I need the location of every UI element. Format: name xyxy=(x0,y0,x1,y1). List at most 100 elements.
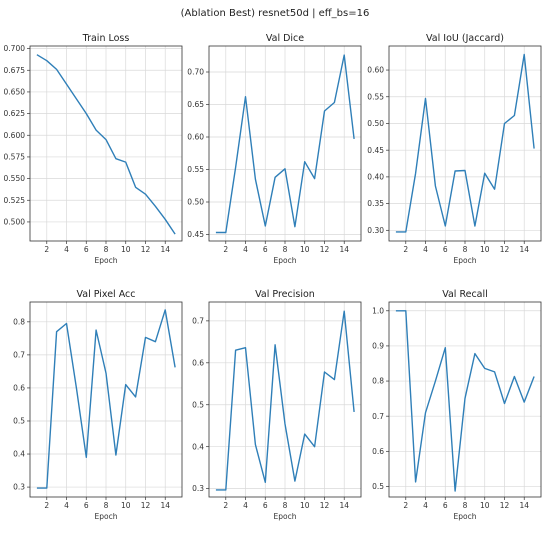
y-tick-label: 0.60 xyxy=(187,133,204,142)
plot-frame xyxy=(29,45,183,242)
y-tick-label: 0.5 xyxy=(372,482,384,491)
y-tick-label: 0.500 xyxy=(4,218,26,227)
chart-title: Val Precision xyxy=(255,289,315,300)
x-tick-label: 2 xyxy=(223,245,228,254)
x-tick-label: 8 xyxy=(463,501,468,510)
y-tick-label: 0.7 xyxy=(13,350,25,359)
chart-title: Val IoU (Jaccard) xyxy=(426,33,504,44)
y-tick-label: 0.575 xyxy=(4,153,26,162)
y-tick-label: 0.600 xyxy=(4,131,26,140)
y-tick-label: 0.700 xyxy=(4,44,26,53)
x-tick-label: 8 xyxy=(463,245,468,254)
x-tick-label: 4 xyxy=(64,245,69,254)
x-tick-label: 2 xyxy=(403,501,408,510)
x-tick-label: 4 xyxy=(423,501,428,510)
series-line xyxy=(395,53,535,233)
y-tick-label: 0.40 xyxy=(367,172,384,181)
x-tick-label: 12 xyxy=(141,501,151,510)
y-tick-label: 0.45 xyxy=(367,146,384,155)
chart-panel-3: Val IoU (Jaccard) 0.30 0.35 0.40 0.45 0.50 0.5… xyxy=(367,33,542,265)
y-tick-label: 0.7 xyxy=(192,316,204,325)
x-tick-label: 8 xyxy=(283,245,288,254)
y-tick-label: 0.8 xyxy=(13,317,25,326)
y-tick-label: 1.0 xyxy=(372,306,384,315)
series-line xyxy=(395,310,535,492)
chart-panel-2: Val Dice 0.45 0.50 0.55 0.60 0.65 0.70 2 4 6 8 10 12… xyxy=(187,33,362,265)
y-tick-label: 0.65 xyxy=(187,100,204,109)
y-tick-label: 0.7 xyxy=(372,412,384,421)
x-tick-label: 12 xyxy=(320,501,330,510)
x-tick-label: 2 xyxy=(44,245,49,254)
x-tick-label: 12 xyxy=(500,245,510,254)
x-tick-label: 14 xyxy=(339,245,349,254)
x-tick-label: 8 xyxy=(104,245,109,254)
x-tick-label: 4 xyxy=(243,501,248,510)
x-tick-label: 10 xyxy=(480,245,490,254)
x-tick-label: 14 xyxy=(160,501,170,510)
x-axis-label: Epoch xyxy=(95,512,118,521)
y-tick-label: 0.6 xyxy=(372,447,384,456)
y-tick-label: 0.3 xyxy=(192,484,204,493)
x-axis-label: Epoch xyxy=(95,256,118,265)
x-tick-label: 14 xyxy=(160,245,170,254)
x-tick-label: 2 xyxy=(223,501,228,510)
y-tick-label: 0.8 xyxy=(372,377,384,386)
x-tick-label: 6 xyxy=(263,245,268,254)
x-tick-label: 6 xyxy=(443,245,448,254)
y-tick-label: 0.30 xyxy=(367,226,384,235)
chart-title: Val Pixel Acc xyxy=(76,289,135,300)
x-tick-label: 2 xyxy=(44,501,49,510)
x-tick-label: 10 xyxy=(480,501,490,510)
x-tick-label: 8 xyxy=(283,501,288,510)
y-tick-label: 0.650 xyxy=(4,88,26,97)
y-tick-label: 0.50 xyxy=(367,119,384,128)
chart-title: Train Loss xyxy=(82,33,130,44)
chart-panel-1: Train Loss 0.500 0.525 0.550 0.575 0.600 0.625… xyxy=(4,33,183,265)
y-tick-label: 0.625 xyxy=(4,109,26,118)
y-tick-label: 0.4 xyxy=(192,442,204,451)
y-tick-label: 0.4 xyxy=(13,450,25,459)
x-tick-label: 6 xyxy=(443,501,448,510)
x-tick-label: 12 xyxy=(320,245,330,254)
y-tick-label: 0.45 xyxy=(187,230,204,239)
y-tick-label: 0.55 xyxy=(187,165,204,174)
x-tick-label: 4 xyxy=(64,501,69,510)
x-tick-label: 10 xyxy=(300,501,310,510)
y-tick-label: 0.675 xyxy=(4,66,26,75)
x-tick-label: 12 xyxy=(141,245,151,254)
x-axis-label: Epoch xyxy=(454,256,477,265)
plot-frame xyxy=(29,301,183,498)
series-line xyxy=(215,54,355,234)
x-tick-label: 6 xyxy=(84,501,89,510)
x-tick-label: 14 xyxy=(519,501,529,510)
y-tick-label: 0.60 xyxy=(367,66,384,75)
x-tick-label: 2 xyxy=(403,245,408,254)
x-tick-label: 10 xyxy=(121,245,131,254)
chart-panel-4: Val Pixel Acc 0.3 0.4 0.5 0.6 0.7 0.8 2 4 6 8 10 12 1… xyxy=(13,289,183,521)
x-tick-label: 14 xyxy=(339,501,349,510)
plot-frame xyxy=(208,45,362,242)
chart-title: Val Dice xyxy=(266,33,304,44)
series-line xyxy=(36,54,176,235)
x-tick-label: 4 xyxy=(423,245,428,254)
y-tick-label: 0.525 xyxy=(4,196,26,205)
y-tick-label: 0.550 xyxy=(4,174,26,183)
series-line xyxy=(215,310,355,491)
x-axis-label: Epoch xyxy=(274,256,297,265)
x-axis-label: Epoch xyxy=(454,512,477,521)
chart-title: Val Recall xyxy=(442,289,488,300)
x-axis-label: Epoch xyxy=(274,512,297,521)
y-tick-label: 0.35 xyxy=(367,199,384,208)
figure-suptitle: (Ablation Best) resnet50d | eff_bs=16 xyxy=(181,8,370,19)
x-tick-label: 8 xyxy=(104,501,109,510)
x-tick-label: 14 xyxy=(519,245,529,254)
x-tick-label: 4 xyxy=(243,245,248,254)
y-tick-label: 0.5 xyxy=(13,417,25,426)
y-tick-label: 0.6 xyxy=(192,358,204,367)
y-tick-label: 0.50 xyxy=(187,198,204,207)
chart-panel-5: Val Precision 0.3 0.4 0.5 0.6 0.7 2 4 6 8 10 12 14 Ep… xyxy=(192,289,362,521)
y-tick-label: 0.6 xyxy=(13,384,25,393)
x-tick-label: 10 xyxy=(300,245,310,254)
x-tick-label: 10 xyxy=(121,501,131,510)
